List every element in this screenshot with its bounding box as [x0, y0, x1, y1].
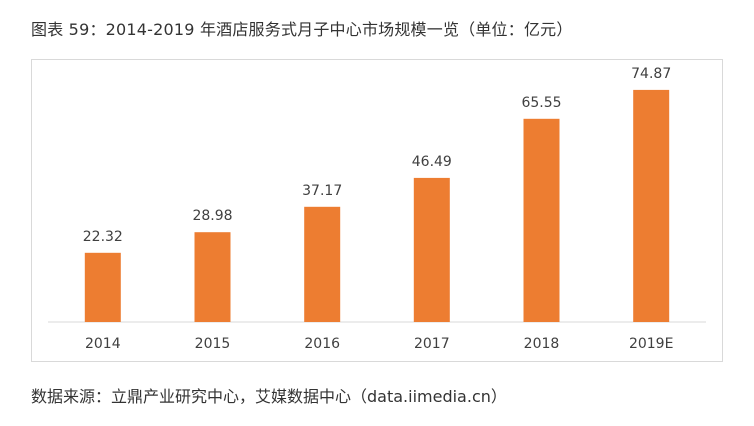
bar-2014: [84, 252, 121, 322]
figure-title: 图表 59：2014-2019 年酒店服务式月子中心市场规模一览（单位：亿元）: [31, 20, 573, 39]
x-tick-label-2016: 2016: [304, 336, 340, 352]
data-label-2017: 46.49: [412, 154, 452, 170]
data-label-2019E: 74.87: [631, 66, 671, 82]
bar-2018: [523, 118, 560, 322]
bar-2017: [413, 177, 450, 322]
data-label-2014: 22.32: [83, 229, 123, 245]
source-note: 数据来源：立鼎产业研究中心，艾媒数据中心（data.iimedia.cn）: [31, 387, 507, 406]
data-label-2018: 65.55: [521, 95, 561, 111]
bar-2016: [304, 206, 341, 322]
x-tick-label-2019E: 2019E: [629, 336, 673, 352]
data-label-2016: 37.17: [302, 183, 342, 199]
x-tick-label-2018: 2018: [524, 336, 560, 352]
data-label-2015: 28.98: [192, 208, 232, 224]
bar-2019E: [633, 89, 670, 323]
chart-frame: 22.32 2014 28.98 2015 37.17 2016 46.49 2017 65.5…: [31, 59, 723, 362]
x-tick-label-2015: 2015: [195, 336, 231, 352]
x-tick-label-2017: 2017: [414, 336, 450, 352]
bar-2015: [194, 232, 231, 322]
x-tick-label-2014: 2014: [85, 336, 121, 352]
bar-chart: 22.32 2014 28.98 2015 37.17 2016 46.49 2017 65.5…: [48, 66, 706, 352]
